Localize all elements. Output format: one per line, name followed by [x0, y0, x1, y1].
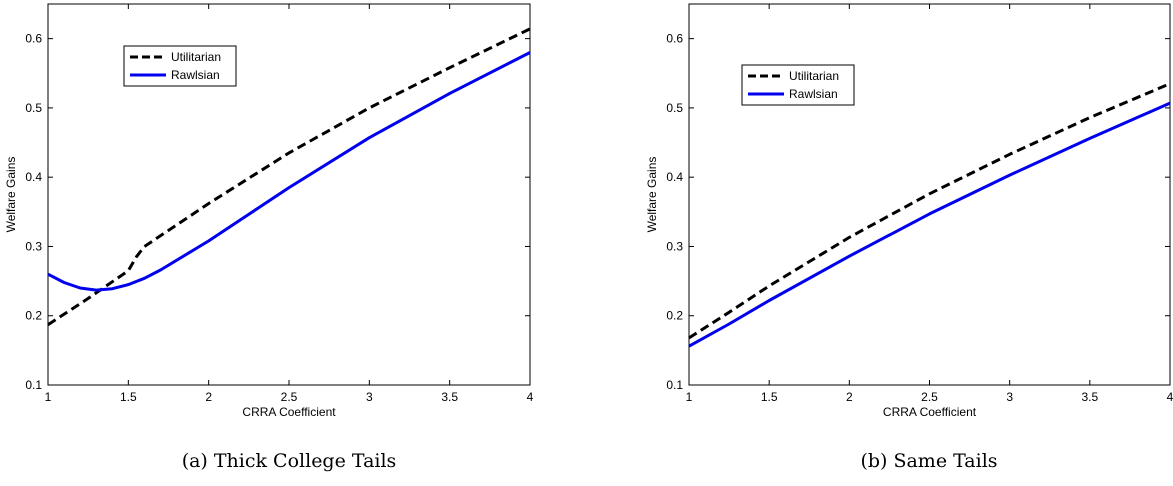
x-tick-label: 2	[205, 390, 212, 404]
series-line-rawlsian	[47, 51, 531, 292]
y-tick-label: 0.4	[25, 170, 42, 184]
panel-thick-college-tails: 1 1.5 2 2.5 3 3.5 4 0.1 0.2 0.3 0.4 0.5 0.6 CRRA Coef…	[4, 3, 534, 472]
figure-caption: (a) Thick College Tails	[182, 450, 397, 472]
legend-label-rawlsian: Rawlsian	[789, 87, 838, 101]
x-tick-label: 4	[527, 390, 534, 404]
y-tick-label: 0.5	[666, 101, 683, 115]
x-axis-label: CRRA Coefficient	[883, 405, 977, 419]
series-line-rawlsian	[688, 101, 1171, 348]
x-tick-label: 4	[1167, 390, 1173, 404]
x-tick-label: 3	[366, 390, 373, 404]
y-tick-label: 0.1	[666, 378, 683, 392]
y-tick-label: 0.2	[666, 309, 683, 323]
legend-label-utilitarian: Utilitarian	[171, 50, 221, 64]
series-line-utilitarian	[688, 82, 1171, 340]
x-tick-label: 2.5	[281, 390, 298, 404]
y-tick-label: 0.3	[666, 239, 683, 253]
x-tick-label: 2	[846, 390, 853, 404]
panel-same-tails: 1 1.5 2 2.5 3 3.5 4 0.1 0.2 0.3 0.4 0.5 0.6 CRRA Coef…	[645, 3, 1173, 472]
legend-box	[123, 45, 237, 87]
y-axis-label: Welfare Gains	[4, 157, 18, 233]
x-tick-label: 1	[45, 390, 52, 404]
y-tick-label: 0.6	[666, 32, 683, 46]
x-axis-label: CRRA Coefficient	[242, 405, 336, 419]
x-tick-label: 3	[1006, 390, 1013, 404]
y-tick-label: 0.2	[25, 309, 42, 323]
x-tick-label: 3.5	[441, 390, 458, 404]
x-tick-label: 1.5	[120, 390, 137, 404]
x-tick-label: 3.5	[1081, 390, 1098, 404]
y-tick-label: 0.6	[25, 32, 42, 46]
plot-frame	[47, 3, 531, 386]
y-tick-label: 0.5	[25, 101, 42, 115]
x-tick-label: 2.5	[921, 390, 938, 404]
y-tick-label: 0.4	[666, 170, 683, 184]
x-tick-label: 1	[686, 390, 693, 404]
series-line-utilitarian	[47, 27, 531, 326]
y-tick-label: 0.1	[25, 378, 42, 392]
x-tick-label: 1.5	[761, 390, 778, 404]
figure-caption: (b) Same Tails	[860, 450, 997, 472]
legend-box	[741, 64, 855, 106]
y-tick-label: 0.3	[25, 239, 42, 253]
legend-label-utilitarian: Utilitarian	[789, 69, 839, 83]
y-axis-label: Welfare Gains	[645, 157, 659, 233]
legend-label-rawlsian: Rawlsian	[171, 68, 220, 82]
